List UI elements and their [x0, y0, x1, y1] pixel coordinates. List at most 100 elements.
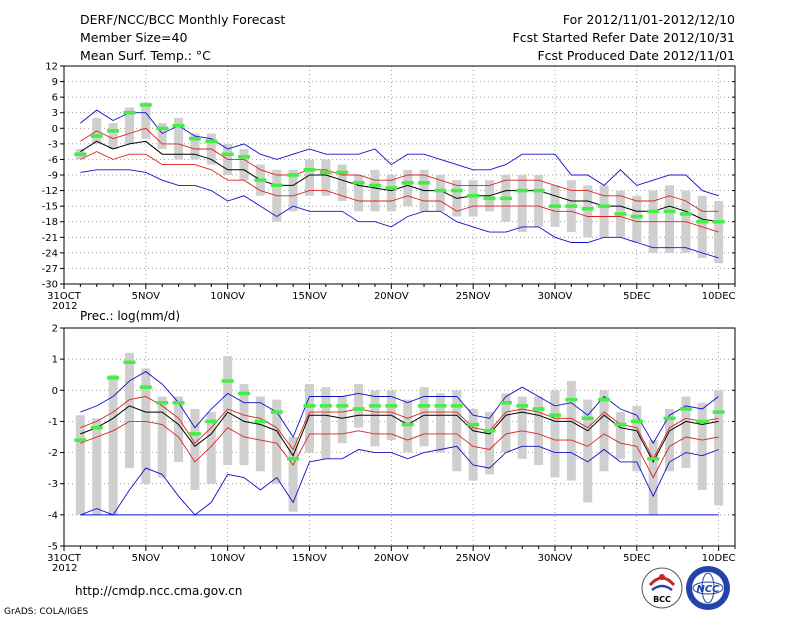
x-year-label: 2012 [52, 563, 77, 574]
y-tick-label: -24 [42, 248, 58, 259]
ensemble-range-box [288, 169, 298, 212]
ensemble-range-box [452, 390, 462, 472]
max-series-line [80, 371, 719, 445]
y-tick-label: 1 [52, 355, 58, 366]
y-tick-label: 6 [52, 93, 58, 104]
x-tick-label: 25NOV [456, 553, 491, 564]
y-tick-label: -2 [48, 448, 58, 459]
ensemble-range-box [517, 396, 527, 459]
forecast-produced-date: Fcst Produced Date 2012/11/01 [537, 48, 735, 63]
ensemble-range-box [141, 368, 151, 484]
x-tick-label: 31OCT [47, 291, 82, 302]
ensemble-range-box [419, 387, 429, 447]
ensemble-range-box [583, 185, 593, 238]
y-tick-label: -9 [48, 171, 58, 182]
ensemble-range-box [124, 352, 134, 469]
plot-frame [63, 327, 736, 547]
y-tick-label: -27 [42, 264, 58, 275]
ensemble-range-box [517, 175, 527, 233]
ensemble-range-box [321, 387, 331, 459]
x-tick-label: 15NOV [292, 291, 327, 302]
forecast-period: For 2012/11/01-2012/12/10 [563, 12, 735, 27]
ensemble-range-box [337, 164, 347, 201]
lower-series-line [80, 420, 719, 479]
upper-series-line [80, 127, 719, 212]
figure-title: DERF/NCC/BCC Monthly Forecast [80, 12, 285, 27]
y-tick-label: 0 [52, 124, 58, 135]
ensemble-range-box [288, 437, 298, 512]
ensemble-range-box [632, 195, 642, 243]
x-tick-label: 30NOV [538, 291, 573, 302]
ensemble-range-box [75, 415, 85, 515]
x-tick-label: 10DEC [702, 291, 736, 302]
x-tick-label: 10NOV [210, 553, 245, 564]
ensemble-range-box [534, 396, 544, 466]
ensemble-range-box [665, 408, 675, 472]
ensemble-range-box [615, 412, 625, 459]
y-tick-label: -6 [48, 155, 58, 166]
ensemble-range-box [304, 159, 314, 196]
ensemble-range-box [223, 356, 233, 466]
ensemble-range-box [435, 393, 445, 453]
x-tick-label: 10DEC [702, 553, 736, 564]
ensemble-range-box [272, 399, 282, 484]
y-tick-label: -15 [42, 202, 58, 213]
ensemble-range-box [714, 200, 724, 264]
ensemble-range-box [190, 408, 200, 490]
ensemble-range-box [370, 169, 380, 212]
x-tick-label: 5NOV [132, 553, 161, 564]
forecast-start-date: Fcst Started Refer Date 2012/10/31 [513, 30, 736, 45]
grads-credit: GrADS: COLA/IGES [4, 607, 88, 617]
mean-series-line [80, 405, 719, 463]
y-tick-label: 0 [52, 386, 58, 397]
ensemble-range-box [124, 107, 134, 144]
variable-label: Mean Surf. Temp.: °C [80, 48, 211, 63]
y-tick-label: -3 [48, 139, 58, 150]
precip-chart-title: Prec.: log(mm/d) [80, 309, 180, 323]
y-tick-label: -12 [42, 186, 58, 197]
y-tick-label: -18 [42, 217, 58, 228]
ensemble-range-box [485, 412, 495, 475]
ensemble-range-box [468, 408, 478, 481]
x-tick-label: 25NOV [456, 291, 491, 302]
ensemble-range-box [157, 123, 167, 150]
ensemble-range-box [599, 390, 609, 472]
ensemble-range-box [354, 384, 364, 428]
ensemble-range-box [681, 396, 691, 469]
bcc-logo-text: BCC [653, 595, 671, 604]
ensemble-range-box [665, 185, 675, 253]
ensemble-range-box [108, 123, 118, 150]
x-tick-label: 20NOV [374, 291, 409, 302]
ensemble-range-box [354, 175, 364, 212]
x-tick-label: 10NOV [210, 291, 245, 302]
mean-series-line [80, 140, 719, 223]
ensemble-range-box [174, 396, 184, 462]
y-tick-label: -5 [48, 542, 58, 553]
x-tick-label: 30NOV [538, 553, 573, 564]
y-tick-label: -3 [48, 479, 58, 490]
ensemble-range-box [468, 180, 478, 217]
ensemble-range-box [632, 405, 642, 472]
y-tick-label: -4 [48, 510, 58, 521]
ensemble-range-box [141, 102, 151, 139]
ensemble-range-box [501, 393, 511, 453]
ensemble-range-box [566, 380, 576, 481]
ensemble-range-box [435, 175, 445, 212]
x-tick-label: 15NOV [292, 553, 327, 564]
ensemble-range-box [697, 402, 707, 490]
ensemble-range-box [337, 396, 347, 444]
ensemble-range-box [206, 412, 216, 484]
x-tick-label: 20NOV [374, 553, 409, 564]
ensemble-range-box [190, 133, 200, 160]
x-tick-label: 5NOV [132, 291, 161, 302]
ensemble-range-box [255, 396, 265, 472]
source-url[interactable]: http://cmdp.ncc.cma.gov.cn [75, 584, 242, 598]
ncc-logo: NCC [686, 566, 730, 610]
ensemble-range-box [403, 169, 413, 207]
x-tick-label: 5DEC [623, 553, 650, 564]
lower-series-line [80, 151, 719, 233]
x-tick-label: 31OCT [47, 553, 82, 564]
